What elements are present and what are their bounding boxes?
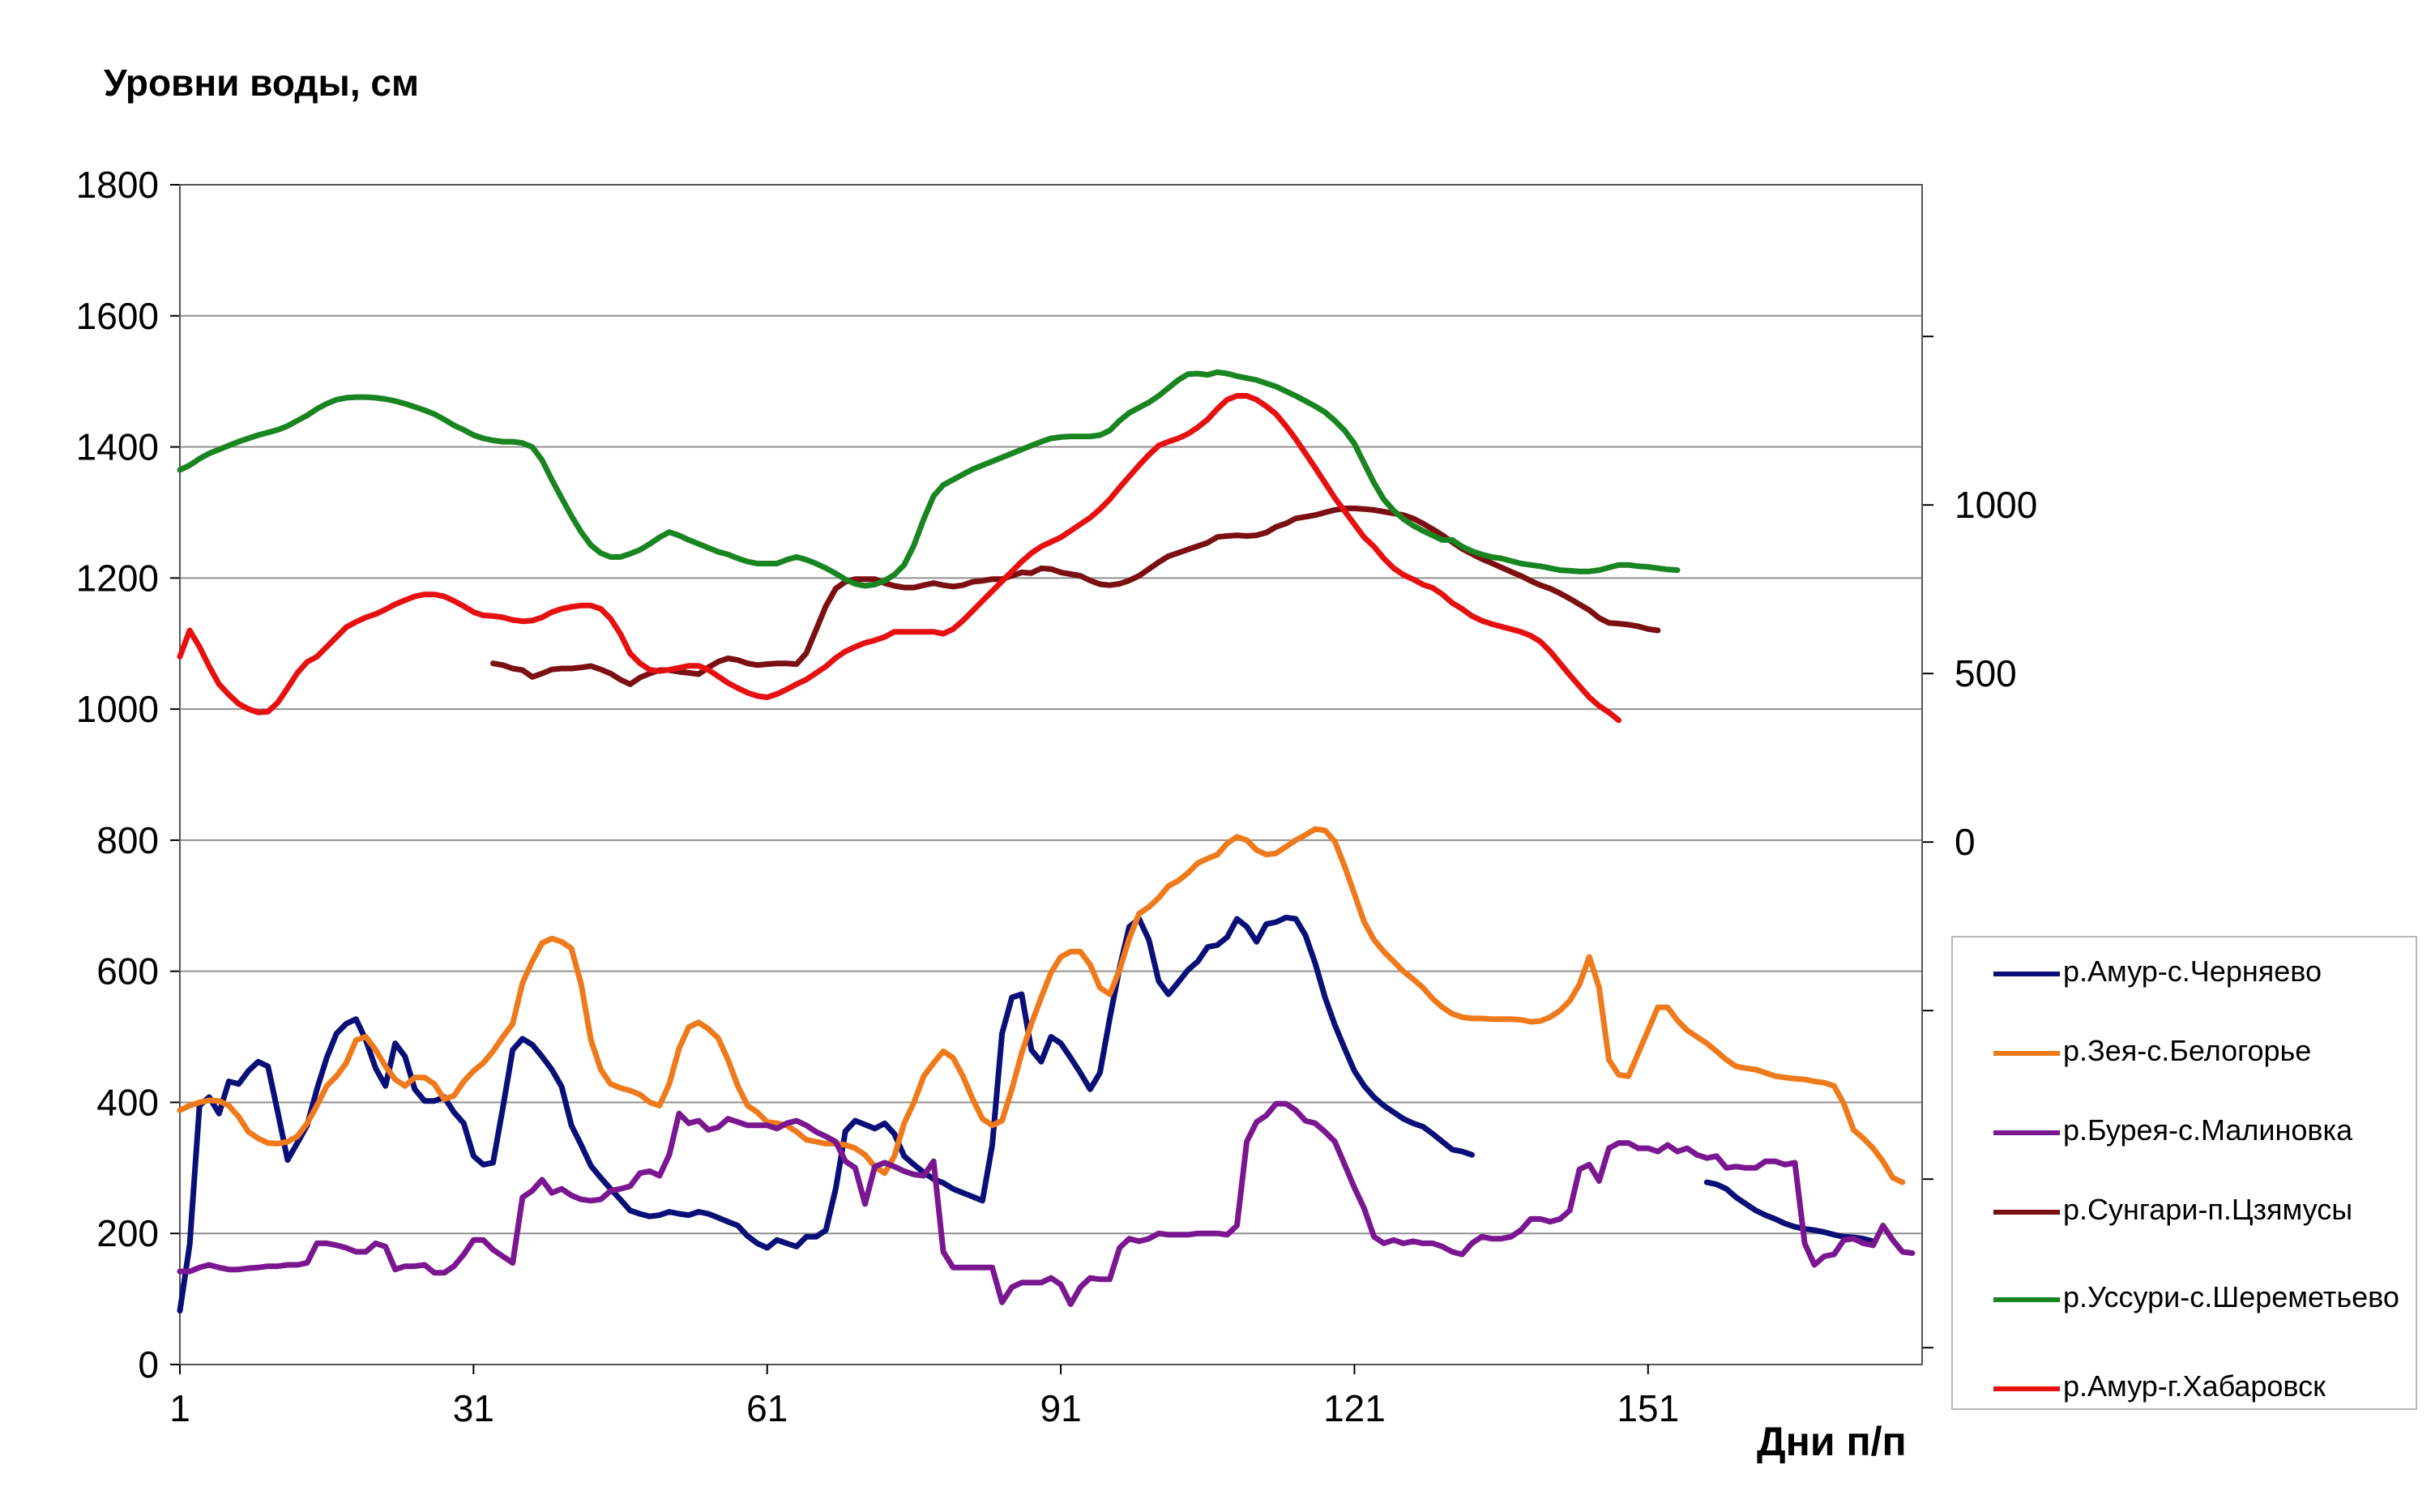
x-tick-label: 151 [1617,1387,1679,1429]
y-tick-label: 1600 [76,295,159,337]
plot-frame [179,184,1923,1365]
series-line [177,1100,1916,1308]
legend-label: р.Сунгари-п.Цзямусы [2063,1193,2353,1226]
series-line [177,826,1906,1185]
x-axis-title: Дни п/п [1757,1419,1907,1464]
y-tick-label: 600 [96,950,159,993]
legend-label: р.Уссури-с.Шереметьево [2063,1280,2399,1313]
legend-label: р.Амур-г.Хабаровск [2063,1369,2326,1403]
legend-swatch [1993,1297,2060,1302]
x-tick-label: 31 [453,1387,494,1429]
legend-label: р.Бурея-с.Малиновка [2063,1113,2353,1147]
x-tick-label: 1 [169,1387,190,1429]
y-tick-label: 1400 [76,426,159,468]
series-line [177,914,1877,1314]
y-tick-label: 200 [96,1212,159,1254]
legend-swatch [1993,1386,2060,1391]
y2-tick-label: 500 [1955,652,2017,694]
x-tick-label: 61 [746,1387,788,1429]
legend-swatch [1993,972,2060,976]
y-tick-label: 1200 [76,557,159,599]
y-axis-title: Уровни воды, см [104,62,420,104]
legend-swatch [1993,1051,2060,1056]
x-tick-label: 91 [1040,1387,1081,1429]
y-tick-label: 1000 [76,688,159,730]
series-line [177,369,1681,589]
legend-swatch [1993,1210,2060,1215]
y-tick-label: 400 [96,1081,159,1123]
series-line [177,393,1622,724]
legend-swatch [1993,1130,2060,1135]
y-tick-label: 0 [138,1343,159,1386]
legend: р.Амур-с.Черняево р.Зея-с.Белогорье р.Буре… [1951,936,2417,1410]
legend-label: р.Амур-с.Черняево [2063,955,2322,988]
x-tick-label: 121 [1323,1387,1386,1429]
y2-tick-label: 1000 [1955,484,2037,526]
legend-label: р.Зея-с.Белогорье [2063,1034,2312,1067]
y-tick-label: 800 [96,819,159,861]
y2-tick-label: 0 [1955,821,1976,863]
y-tick-label: 1800 [76,164,159,206]
